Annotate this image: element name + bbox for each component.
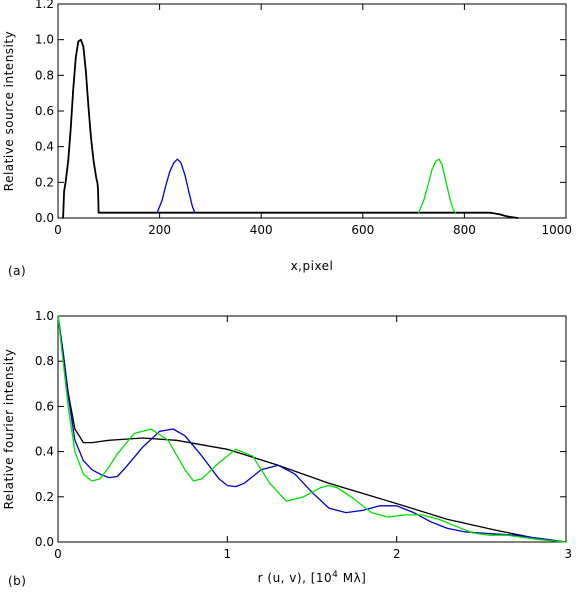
panel-a-plot-frame bbox=[57, 3, 567, 219]
x-tick-label: 2 bbox=[393, 547, 401, 561]
x-tick-label: 800 bbox=[453, 223, 476, 237]
y-tick-label: 0.4 bbox=[35, 445, 54, 459]
series-line-1 bbox=[62, 38, 519, 219]
panel-b-y-axis-label: Relative fourier intensity bbox=[2, 349, 16, 510]
x-tick-label: 0 bbox=[54, 223, 62, 237]
panel-a-y-axis-label: Relative source intensity bbox=[2, 31, 16, 191]
series-line-2 bbox=[57, 315, 567, 543]
panel-b-y-axis: 0.0 0.2 0.4 0.6 0.8 1.0 bbox=[35, 309, 566, 549]
panel-b-chart: 0.0 0.2 0.4 0.6 0.8 1.0 0 1 2 3 r (u, v), [104 M… bbox=[2, 309, 572, 588]
series-line-1 bbox=[57, 315, 567, 543]
panel-b-x-axis-label: r (u, v), [104 Mλ] bbox=[258, 570, 367, 585]
panel-b-x-axis: 0 1 2 3 bbox=[54, 316, 572, 561]
y-tick-label: 0.8 bbox=[35, 354, 54, 368]
x-tick-label: 1 bbox=[224, 547, 232, 561]
y-tick-label: 0.4 bbox=[35, 140, 54, 154]
panel-b-series-group bbox=[57, 315, 567, 543]
y-tick-label: 1.2 bbox=[35, 0, 54, 11]
panel-a-y-axis: 0.0 0.2 0.4 0.6 0.8 1.0 1.2 bbox=[35, 0, 566, 225]
x-tick-label: 600 bbox=[351, 223, 374, 237]
x-tick-label: 400 bbox=[250, 223, 273, 237]
panel-b-plot-frame bbox=[57, 315, 567, 543]
panel-a-series-group bbox=[62, 38, 519, 219]
panel-b-x-axis-label-superscript: 4 bbox=[332, 570, 338, 580]
y-tick-label: 0.0 bbox=[35, 211, 54, 225]
panel-a-panel-label: (a) bbox=[8, 264, 26, 278]
y-tick-label: 1.0 bbox=[35, 309, 54, 323]
x-tick-label: 0 bbox=[54, 547, 62, 561]
y-tick-label: 0.8 bbox=[35, 68, 54, 82]
y-tick-label: 1.0 bbox=[35, 33, 54, 47]
y-tick-label: 0.0 bbox=[35, 535, 54, 549]
x-tick-label: 3 bbox=[564, 547, 572, 561]
panel-a-x-axis-label: x,pixel bbox=[291, 259, 334, 273]
panel-a-x-axis: 0 200 400 600 800 1000 bbox=[54, 4, 572, 237]
panel-b-x-axis-label-suffix: Mλ] bbox=[338, 571, 366, 585]
x-tick-label: 200 bbox=[148, 223, 171, 237]
panel-b-x-axis-label-main: r (u, v), [10 bbox=[258, 571, 333, 585]
panel-b-panel-label: (b) bbox=[8, 574, 26, 588]
series-line-3 bbox=[57, 315, 567, 543]
y-tick-label: 0.2 bbox=[35, 175, 54, 189]
panel-a-chart: 0.00.20.40.60.81.01.2 0 200 400 600 800 1000 … bbox=[2, 0, 572, 278]
x-tick-label: 1000 bbox=[541, 223, 572, 237]
y-tick-label: 0.6 bbox=[35, 104, 54, 118]
series-line-2 bbox=[156, 158, 196, 214]
y-tick-label: 0.2 bbox=[35, 490, 54, 504]
y-tick-label: 0.6 bbox=[35, 399, 54, 413]
series-line-3 bbox=[418, 158, 456, 214]
